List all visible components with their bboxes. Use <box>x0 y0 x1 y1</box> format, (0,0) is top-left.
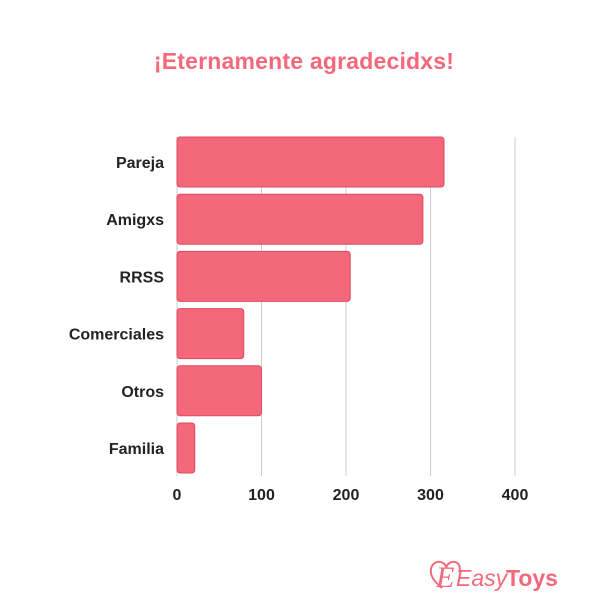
bar-comerciales <box>176 308 245 360</box>
bar-pareja <box>176 136 445 188</box>
category-label-comerciales: Comerciales <box>69 327 164 344</box>
chart-title: ¡Eternamente agradecidxs! <box>153 48 455 74</box>
bars <box>176 136 445 474</box>
logo-mark-e: E <box>435 561 454 594</box>
bar-otros <box>176 365 262 417</box>
category-label-rrss: RRSS <box>120 269 165 286</box>
logo-text-easy: Easy <box>456 565 509 591</box>
category-label-otros: Otros <box>121 384 164 401</box>
bar-amigxs <box>176 193 424 245</box>
x-tick-label: 200 <box>333 487 360 504</box>
category-label-pareja: Pareja <box>116 155 164 172</box>
x-tick-label: 400 <box>502 487 529 504</box>
x-tick-label: 0 <box>173 487 182 504</box>
heart-icon <box>429 560 461 589</box>
category-label-amigxs: Amigxs <box>106 212 164 229</box>
x-tick-label: 300 <box>417 487 444 504</box>
category-label-familia: Familia <box>109 441 164 458</box>
category-labels: Pareja Amigxs RRSS Comerciales Otros Familia <box>69 155 165 458</box>
logo-text-toys: Toys <box>506 565 558 591</box>
x-tick-label: 100 <box>248 487 275 504</box>
x-tick-labels: 0 100 200 300 400 <box>173 487 529 504</box>
bar-rrss <box>176 250 351 302</box>
grid-lines <box>176 137 516 476</box>
easytoys-logo: E Easy Toys <box>428 554 578 594</box>
easytoys-logo-image: E Easy Toys <box>429 560 558 594</box>
bar-familia <box>176 422 196 474</box>
